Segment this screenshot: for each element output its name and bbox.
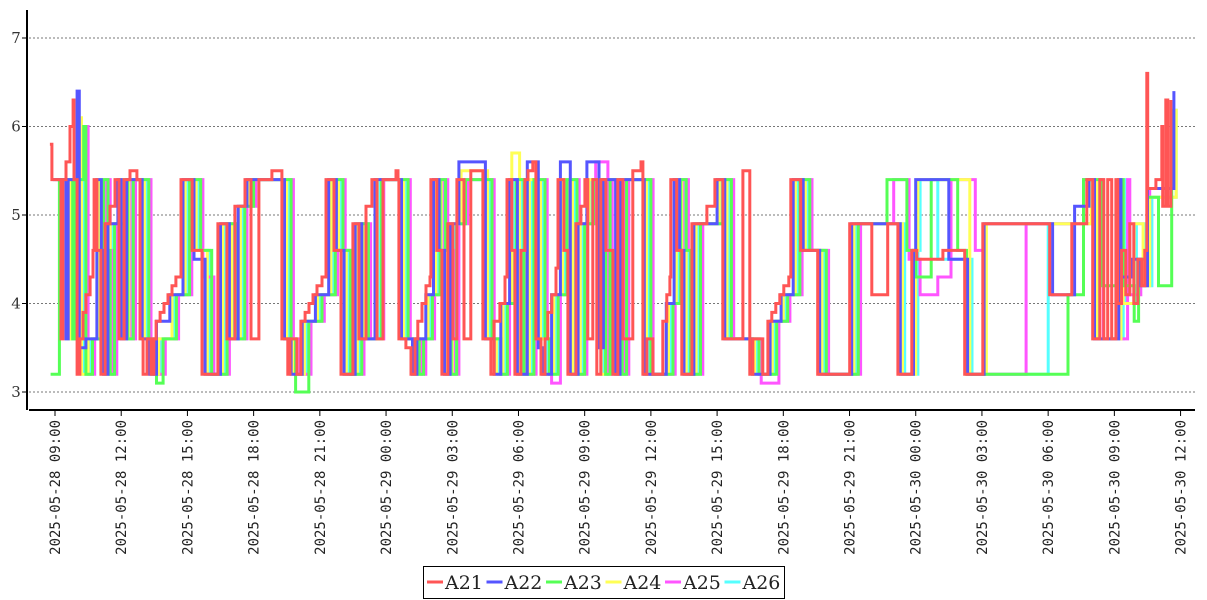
x-tick-label: 2025-05-29 00:00 — [379, 420, 395, 555]
legend-label: A22 — [504, 572, 543, 594]
x-tick-label: 2025-05-28 21:00 — [313, 420, 329, 555]
x-tick-label: 2025-05-30 12:00 — [1174, 420, 1190, 555]
y-tick-label: 7 — [11, 29, 21, 47]
x-tick-label: 2025-05-29 09:00 — [578, 420, 594, 555]
x-tick-label: 2025-05-28 15:00 — [180, 420, 196, 555]
legend-label: A23 — [563, 572, 602, 594]
y-tick-labels: 3 4 5 6 7 — [11, 29, 27, 401]
y-tick-label: 6 — [11, 118, 21, 136]
y-tick-label: 5 — [11, 206, 21, 224]
legend-label: A24 — [623, 572, 662, 594]
legend-item-a21: A21 — [427, 572, 483, 594]
x-tick-label: 2025-05-29 06:00 — [511, 420, 527, 555]
series-line-a23 — [50, 108, 1174, 394]
x-tick-label: 2025-05-29 12:00 — [644, 420, 660, 555]
x-tick-label: 2025-05-30 06:00 — [1041, 420, 1057, 555]
x-tick-label: 2025-05-29 18:00 — [776, 420, 792, 555]
legend-label: A26 — [742, 572, 781, 594]
x-tick-label: 2025-05-30 09:00 — [1107, 420, 1123, 555]
legend-label: A25 — [682, 572, 721, 594]
legend: A21 A22 A23 A24 A25 A26 — [423, 566, 785, 599]
y-tick-label: 3 — [11, 383, 21, 401]
x-tick-label: 2025-05-30 00:00 — [909, 420, 925, 555]
series-line-a21 — [49, 71, 1173, 376]
legend-item-a26: A26 — [724, 572, 781, 594]
x-tick-label: 2025-05-28 12:00 — [114, 420, 130, 555]
legend-label: A21 — [444, 572, 483, 594]
series-layer — [49, 71, 1178, 394]
x-tick-label: 2025-05-28 09:00 — [48, 420, 64, 555]
legend-item-a24: A24 — [605, 572, 662, 594]
x-tick-label: 2025-05-29 03:00 — [445, 420, 461, 555]
y-tick-label: 4 — [11, 295, 21, 313]
legend-item-a22: A22 — [486, 572, 543, 594]
x-tick-labels: 2025-05-28 09:00 2025-05-28 12:00 2025-05-… — [48, 410, 1190, 555]
x-tick-label: 2025-05-30 03:00 — [975, 420, 991, 555]
legend-item-a25: A25 — [665, 572, 721, 594]
x-tick-label: 2025-05-29 15:00 — [710, 420, 726, 555]
x-tick-label: 2025-05-29 21:00 — [843, 420, 859, 555]
legend-item-a23: A23 — [546, 572, 602, 594]
x-tick-label: 2025-05-28 18:00 — [247, 420, 263, 555]
legend-box — [423, 566, 785, 599]
